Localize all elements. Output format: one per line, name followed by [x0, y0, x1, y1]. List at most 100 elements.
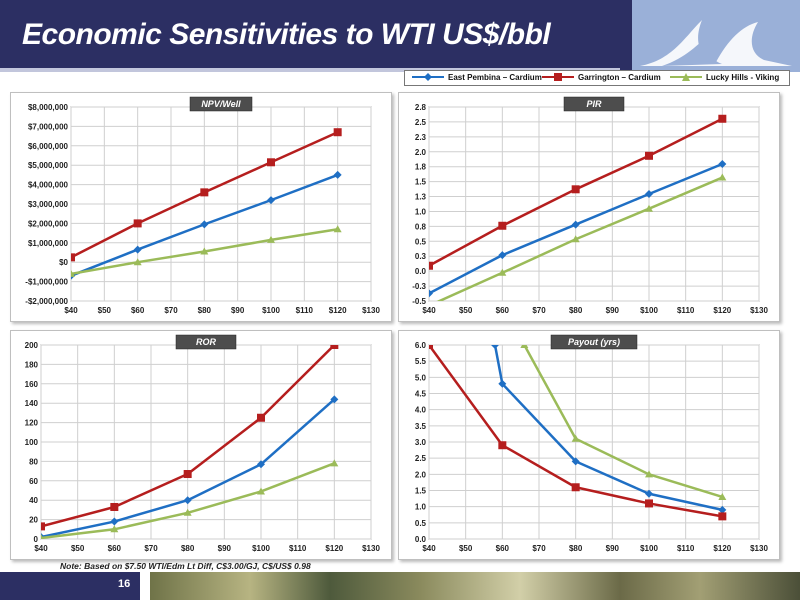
legend-label: Lucky Hills - Viking	[706, 72, 780, 82]
y-tick-label: 120	[25, 419, 39, 428]
data-point	[183, 508, 192, 516]
y-tick-label: 2.8	[415, 103, 427, 112]
series-group	[429, 160, 727, 298]
chart-panel-ror: 0 20 40 60 80 100 120 140 160 180 200 $40 $50 $60 $70 $…	[10, 330, 392, 560]
y-tick-label: $2,000,000	[28, 219, 69, 228]
data-point	[267, 196, 275, 205]
chart-panel-pir: -0.5 -0.3 0.0 0.3 0.5 0.8 1.0 1.3 1.5 1.8 2.0 2.3 2.…	[398, 92, 780, 322]
data-point	[498, 441, 507, 450]
y-tick-label: 180	[25, 360, 39, 369]
legend-item-east-pembina: East Pembina – Cardium	[411, 72, 542, 82]
series-group	[41, 459, 339, 539]
footnote: Note: Based on $7.50 WTI/Edm Lt Diff, C$…	[60, 561, 311, 571]
data-point	[498, 268, 507, 276]
x-tick-label: $110	[677, 306, 695, 315]
x-tick-label: $80	[181, 544, 195, 553]
y-tick-label: 1.3	[415, 193, 427, 202]
x-tick-label: $100	[262, 306, 280, 315]
series-line	[523, 345, 723, 499]
x-tick-label: $120	[325, 544, 343, 553]
x-tick-label: $40	[422, 544, 436, 553]
series-group	[41, 395, 339, 539]
data-point	[498, 251, 507, 260]
data-point	[133, 258, 142, 266]
x-tick-label: $70	[144, 544, 158, 553]
data-point	[133, 245, 142, 254]
chart-title-badge	[563, 96, 625, 112]
y-tick-label: 0.3	[415, 252, 427, 261]
y-tick-label: $5,000,000	[28, 161, 69, 170]
data-point	[498, 221, 507, 230]
x-tick-label: $90	[606, 306, 620, 315]
series-group	[429, 114, 727, 270]
series-group	[429, 345, 727, 521]
x-tick-label: $70	[532, 306, 546, 315]
x-tick-label: $80	[198, 306, 212, 315]
data-point	[183, 496, 192, 505]
page-number: 16	[118, 578, 131, 590]
x-tick-label: $50	[459, 544, 473, 553]
chart-panel-npv: -$2,000,000 -$1,000,000 $0 $1,000,000 $2,000…	[10, 92, 392, 322]
data-point	[267, 235, 275, 243]
data-point	[645, 489, 653, 498]
y-tick-label: $3,000,000	[28, 200, 69, 209]
slide-footer	[0, 572, 800, 600]
series-group	[71, 225, 342, 277]
x-tick-label: $80	[569, 306, 583, 315]
x-tick-label: $70	[532, 544, 546, 553]
y-tick-label: 0.0	[415, 535, 427, 544]
x-tick-label: $60	[108, 544, 122, 553]
data-point	[333, 128, 342, 137]
x-tick-label: $60	[131, 306, 145, 315]
y-tick-label: -0.3	[412, 282, 426, 291]
data-point	[330, 345, 339, 349]
data-point	[110, 517, 119, 526]
y-tick-label: 3.5	[415, 422, 427, 431]
x-tick-label: $110	[289, 544, 307, 553]
y-tick-label: 60	[29, 477, 38, 486]
series-group	[71, 170, 342, 280]
y-tick-label: 5.5	[415, 357, 427, 366]
y-tick-label: 2.5	[415, 118, 427, 127]
y-tick-label: 5.0	[415, 373, 427, 382]
x-tick-label: $100	[640, 544, 658, 553]
y-tick-label: 200	[25, 341, 39, 350]
data-point	[183, 470, 192, 479]
x-tick-label: $70	[164, 306, 178, 315]
x-tick-label: $60	[496, 306, 510, 315]
x-tick-label: $40	[34, 544, 48, 553]
y-tick-label: 0.8	[415, 222, 427, 231]
data-point	[429, 345, 433, 349]
y-tick-label: 20	[29, 516, 38, 525]
legend-label: Garrington – Cardium	[578, 72, 661, 82]
y-tick-label: $4,000,000	[28, 181, 69, 190]
y-tick-label: 0.5	[415, 237, 427, 246]
chart-title-badge	[189, 96, 253, 112]
data-point	[41, 534, 44, 539]
series-group	[520, 345, 727, 500]
diamond-marker-icon	[412, 73, 444, 81]
x-tick-label: $120	[713, 306, 731, 315]
y-tick-label: 1.0	[415, 207, 427, 216]
data-point	[333, 225, 342, 233]
y-tick-label: 6.0	[415, 341, 427, 350]
x-tick-label: $120	[713, 544, 731, 553]
data-point	[267, 158, 275, 167]
plot-area	[428, 106, 760, 302]
data-point	[498, 379, 507, 388]
data-point	[718, 160, 727, 169]
data-point	[71, 253, 75, 262]
y-tick-label: 160	[25, 380, 39, 389]
x-tick-label: $80	[569, 544, 583, 553]
data-point	[718, 492, 727, 500]
y-tick-label: 100	[25, 438, 39, 447]
data-point	[41, 522, 45, 531]
legend-label: East Pembina – Cardium	[448, 72, 542, 82]
y-tick-label: 0.5	[415, 519, 427, 528]
data-point	[645, 499, 653, 508]
data-point	[645, 204, 653, 212]
data-point	[571, 185, 580, 194]
x-tick-label: $40	[422, 306, 436, 315]
data-point	[645, 470, 653, 478]
y-tick-label: $7,000,000	[28, 122, 69, 131]
